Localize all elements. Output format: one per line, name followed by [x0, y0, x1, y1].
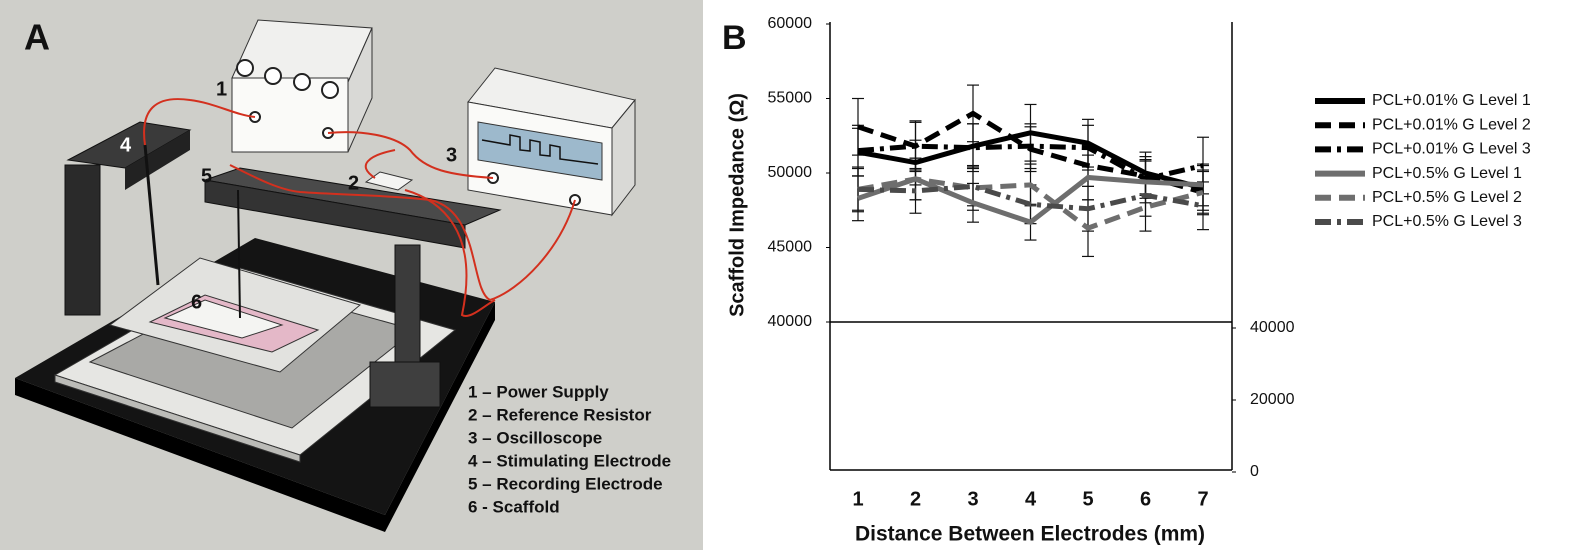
resistor [364, 171, 414, 191]
wire [229, 164, 576, 302]
callout: 6 [191, 291, 202, 313]
wire [404, 189, 496, 317]
legend-item: 1 – Power Supply [468, 382, 609, 401]
series-line [857, 143, 1204, 182]
series-line [857, 130, 1204, 191]
x-tick-label: 3 [967, 488, 978, 510]
stimulating-electrode [143, 144, 160, 286]
panel-label: A [24, 17, 50, 58]
series-line [857, 176, 1204, 231]
legend-label: PCL+0.5% G Level 3 [1372, 213, 1522, 230]
beam-front [204, 179, 466, 249]
legend-item: 4 – Stimulating Electrode [468, 451, 671, 470]
legend-label: PCL+0.01% G Level 3 [1372, 141, 1531, 158]
callout: 4 [120, 134, 132, 156]
wire [364, 149, 396, 179]
y2-tick-label: 20000 [1250, 391, 1295, 408]
waveform [481, 134, 599, 165]
callout: 2 [348, 172, 359, 194]
power-supply-side [347, 27, 373, 153]
x-tick-label: 1 [852, 488, 863, 510]
y-axis-title: Scaffold Impedance (Ω) [726, 93, 748, 317]
beam-foot [369, 361, 441, 408]
legend-item: 3 – Oscilloscope [468, 428, 602, 447]
stand-side [125, 130, 190, 190]
x-tick-label: 2 [910, 488, 921, 510]
dial [293, 73, 311, 91]
base-side [385, 302, 495, 532]
x-tick-label: 5 [1082, 488, 1093, 510]
callout: 3 [446, 144, 457, 166]
y-tick-label: 45000 [768, 239, 813, 256]
recording-electrode [237, 189, 241, 319]
legend-label: PCL+0.5% G Level 1 [1372, 165, 1522, 182]
y2-tick-label: 0 [1250, 463, 1259, 480]
legend-item: 5 – Recording Electrode [468, 474, 663, 493]
series-line [857, 183, 1204, 212]
base-side [15, 378, 385, 532]
callout: 5 [201, 165, 212, 187]
oscilloscope-side [611, 98, 636, 217]
beam-pillar [394, 244, 421, 376]
x-tick-label: 6 [1140, 488, 1151, 510]
dial [236, 59, 254, 77]
y2-tick-label: 40000 [1250, 319, 1295, 336]
legend-item: 2 – Reference Resistor [468, 405, 652, 424]
y-tick-label: 55000 [768, 90, 813, 107]
legend-label: PCL+0.01% G Level 2 [1372, 116, 1531, 133]
dial [321, 81, 339, 99]
dial [264, 67, 282, 85]
wire [327, 131, 494, 179]
x-tick-label: 7 [1197, 488, 1208, 510]
callout: 1 [216, 78, 227, 100]
wire [143, 98, 256, 146]
panel-label: B [722, 19, 747, 57]
wires [143, 98, 576, 317]
scaffold [163, 299, 284, 339]
panel-a: A 1 2 3 4 5 6 1 – Power Supply 2 – Refer… [0, 0, 703, 550]
legend-item: 6 - Scaffold [468, 497, 560, 516]
y-tick-label: 40000 [768, 313, 813, 330]
x-tick-label: 4 [1025, 488, 1037, 510]
legend-label: PCL+0.5% G Level 2 [1372, 189, 1522, 206]
outer-frame-side [54, 374, 301, 463]
x-axis-title: Distance Between Electrodes (mm) [855, 523, 1205, 546]
y-tick-label: 50000 [768, 164, 813, 181]
axes [829, 22, 1233, 471]
legend-label: PCL+0.01% G Level 1 [1372, 92, 1531, 109]
stand-pillar [64, 164, 101, 316]
panel-b: B Distance Between Electrodes (mm) Scaff… [722, 15, 1531, 545]
y-tick-label: 60000 [768, 15, 813, 32]
